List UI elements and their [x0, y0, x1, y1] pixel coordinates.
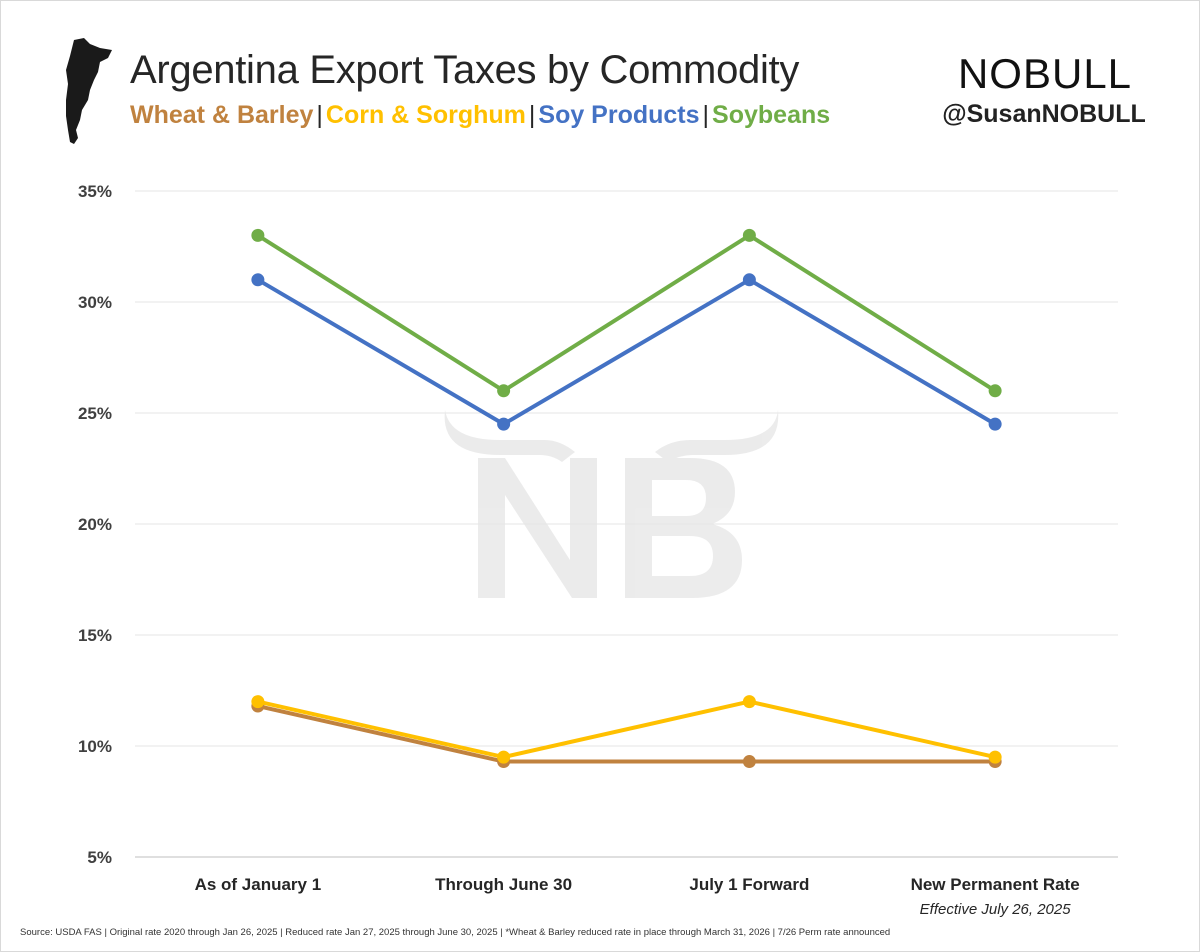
data-point: [497, 750, 511, 764]
source-note: Source: USDA FAS | Original rate 2020 th…: [20, 927, 891, 938]
chart-title: Argentina Export Taxes by Commodity: [130, 48, 800, 92]
brand-handle: @SusanNOBULL: [942, 100, 1146, 128]
data-point: [988, 384, 1002, 398]
legend-separator: |: [316, 101, 323, 129]
data-point: [742, 695, 756, 709]
argentina-silhouette: [66, 38, 112, 144]
data-point: [988, 417, 1002, 431]
series-line: [255, 277, 998, 427]
y-tick-label: 30%: [78, 293, 112, 312]
legend-soy-products: Soy Products: [538, 101, 700, 129]
argentina-map-icon: [66, 38, 112, 144]
y-tick-label: 20%: [78, 515, 112, 534]
data-point: [497, 417, 511, 431]
data-point: [497, 384, 511, 398]
nb-watermark-logo: [444, 410, 779, 598]
series-line: [255, 704, 998, 764]
legend-corn-sorghum: Corn & Sorghum: [325, 101, 526, 129]
x-tick-label: Through June 30: [435, 875, 572, 894]
data-point: [988, 750, 1002, 764]
legend-separator: |: [702, 101, 710, 129]
series-line: [255, 699, 998, 760]
watermark-n: [478, 458, 597, 598]
legend-subtitle: Wheat & Barley | Corn & Sorghum | Soy Produc…: [130, 101, 830, 130]
data-point: [251, 695, 265, 709]
legend-soybeans: Soybeans: [712, 101, 831, 129]
data-point: [251, 273, 265, 287]
series-line: [255, 233, 998, 393]
y-tick-label: 25%: [78, 404, 112, 423]
legend-separator: |: [528, 101, 536, 129]
data-point: [742, 755, 756, 769]
data-point: [251, 228, 265, 242]
x-tick-label: New Permanent Rate: [911, 875, 1080, 894]
y-tick-label: 10%: [78, 737, 112, 756]
x-tick-label: As of January 1: [195, 875, 322, 894]
y-tick-label: 15%: [78, 626, 112, 645]
watermark-left-horn: [444, 410, 575, 462]
watermark-right-horn: [655, 410, 779, 462]
x-tick-label: July 1 Forward: [689, 875, 809, 894]
data-point: [742, 273, 756, 287]
y-tick-label: 5%: [87, 848, 112, 867]
data-point: [742, 228, 756, 242]
x-tick-sublabel: Effective July 26, 2025: [920, 901, 1072, 918]
watermark-b: [625, 458, 742, 598]
brand-logo: NOBULL: [957, 50, 1133, 97]
legend-wheat-barley: Wheat & Barley: [130, 101, 314, 129]
y-tick-label: 35%: [78, 182, 112, 201]
